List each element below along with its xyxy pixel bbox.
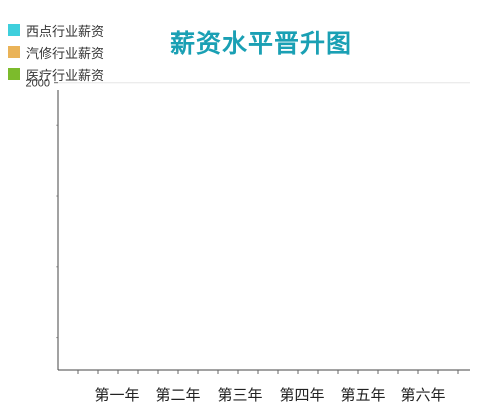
legend-item-qixiu[interactable]: 汽修行业薪资 (8, 41, 104, 63)
legend-label-yiliao: 医疗行业薪资 (26, 67, 105, 83)
legend-label-qixiu: 汽修行业薪资 (26, 45, 105, 61)
x-tick-label: 第六年 (400, 386, 445, 404)
y-tick-label: 2000 (26, 78, 50, 90)
legend-swatch-qixiu (8, 46, 20, 58)
legend-item-xidian[interactable]: 西点行业薪资 (8, 19, 104, 41)
x-tick-label: 第四年 (279, 386, 324, 404)
legend: 西点行业薪资 汽修行业薪资 医疗行业薪资 (8, 19, 104, 85)
x-tick-label: 第三年 (217, 386, 262, 404)
legend-swatch-yiliao (8, 68, 20, 80)
legend-item-yiliao[interactable]: 医疗行业薪资 (8, 63, 104, 85)
x-tick-label: 第二年 (155, 386, 200, 404)
legend-swatch-xidian (8, 24, 20, 36)
x-tick-label: 第一年 (94, 386, 139, 404)
chart-title: 薪资水平晋升图 (169, 30, 352, 58)
x-tick-label: 第五年 (340, 386, 385, 404)
legend-label-xidian: 西点行业薪资 (26, 23, 105, 39)
